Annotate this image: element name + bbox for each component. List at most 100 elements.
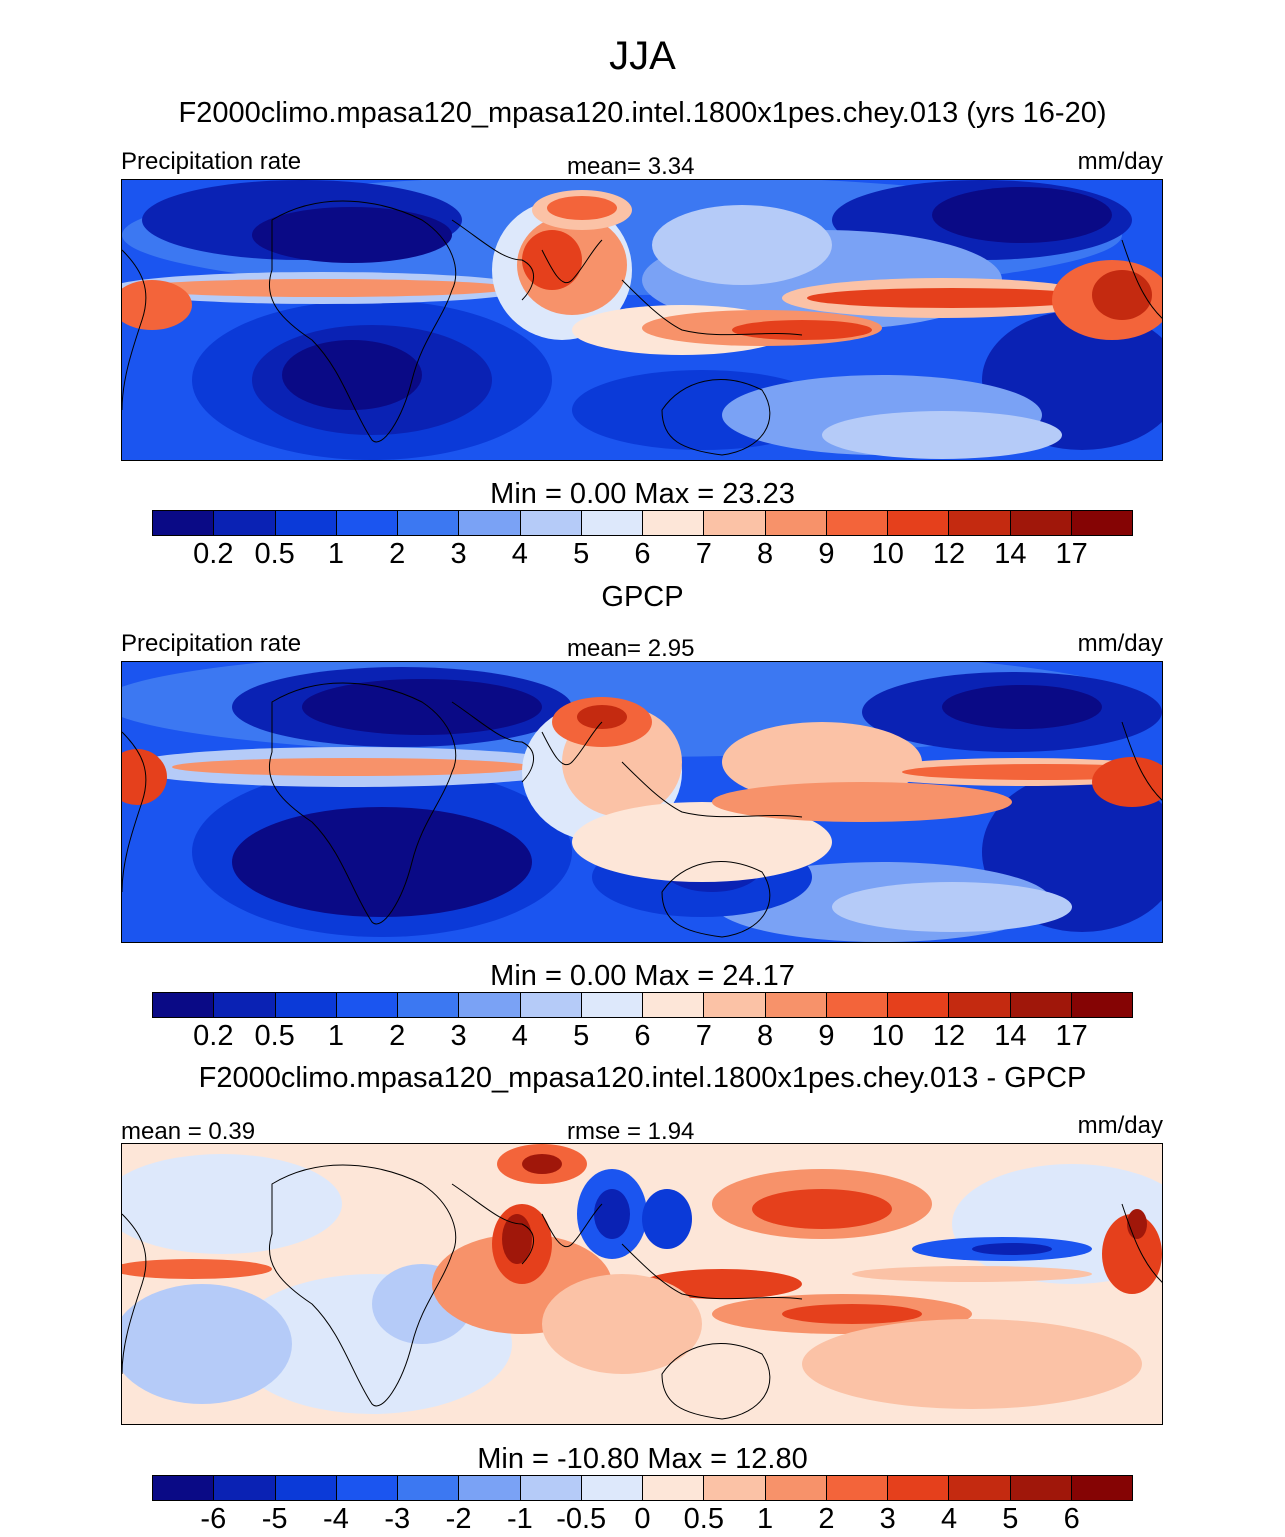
colorbar-box	[1071, 511, 1132, 535]
colorbar-tick-label: -1	[506, 1503, 533, 1535]
colorbar-box	[581, 993, 643, 1017]
panel-2-map-plot	[122, 662, 1162, 942]
colorbar-box	[459, 511, 521, 535]
colorbar-box	[765, 1476, 827, 1500]
panel-3-title: F2000climo.mpasa120_mpasa120.intel.1800x…	[198, 1062, 1087, 1094]
panel-3-map	[121, 1143, 1163, 1425]
colorbar-tick-label: 7	[695, 1020, 712, 1052]
colorbar-tick-label: 0.2	[193, 538, 234, 570]
colorbar-tick-label: -5	[261, 1503, 288, 1535]
colorbar-box	[520, 993, 582, 1017]
colorbar-tick-label: 0	[634, 1503, 651, 1535]
colorbar-box	[459, 1476, 521, 1500]
coastlines	[122, 1164, 1162, 1420]
colorbar-tick-label: 6	[1063, 1503, 1080, 1535]
colorbar-box	[398, 1476, 460, 1500]
colorbar-tick-label: 5	[573, 538, 590, 570]
colorbar-box	[949, 1476, 1011, 1500]
colorbar-tick-label: -2	[445, 1503, 472, 1535]
panel-2-units-label: mm/day	[1077, 630, 1163, 657]
panel-3-colorbar	[152, 1475, 1133, 1501]
colorbar-box	[153, 993, 215, 1017]
colorbar-box	[214, 993, 276, 1017]
colorbar-tick-label: 0.2	[193, 1020, 234, 1052]
colorbar-box	[336, 993, 398, 1017]
panel-1-map	[121, 179, 1163, 461]
colorbar-tick-label: 0.5	[254, 538, 295, 570]
colorbar-box	[949, 993, 1011, 1017]
colorbar-tick-label: 6	[634, 538, 651, 570]
colorbar-tick-label: 5	[573, 1020, 590, 1052]
colorbar-box	[765, 511, 827, 535]
colorbar-box	[704, 1476, 766, 1500]
panel-3-mean-label: mean = 0.39	[121, 1118, 256, 1145]
colorbar-box	[1010, 1476, 1072, 1500]
colorbar-tick-label: 8	[757, 538, 774, 570]
colorbar-box	[704, 993, 766, 1017]
colorbar-tick-label: 2	[818, 1503, 835, 1535]
precip-fields	[122, 180, 1162, 460]
colorbar-box	[1071, 993, 1132, 1017]
colorbar-box	[643, 993, 705, 1017]
panel-1-colorbar	[152, 510, 1133, 536]
colorbar-box	[949, 511, 1011, 535]
panel-2-map	[121, 661, 1163, 943]
colorbar-tick-label: 10	[871, 1020, 904, 1052]
colorbar-box	[214, 1476, 276, 1500]
colorbar-tick-label: 1	[327, 1020, 345, 1052]
panel-3-minmax: Min = -10.80 Max = 12.80	[477, 1443, 808, 1475]
coastlines	[122, 200, 1162, 456]
colorbar-box	[826, 511, 888, 535]
colorbar-tick-label: 0.5	[254, 1020, 295, 1052]
colorbar-tick-label: 17	[1055, 1020, 1088, 1052]
colorbar-box	[153, 511, 215, 535]
colorbar-tick-label: -0.5	[556, 1503, 607, 1535]
colorbar-box	[1010, 993, 1072, 1017]
precip-fields	[122, 662, 1162, 942]
colorbar-box	[888, 511, 950, 535]
colorbar-tick-label: 3	[450, 1020, 467, 1052]
colorbar-tick-label: 10	[871, 538, 904, 570]
panel-2-colorbar	[152, 992, 1133, 1018]
colorbar-box	[459, 993, 521, 1017]
colorbar-box	[704, 511, 766, 535]
colorbar-tick-label: 2	[389, 1020, 406, 1052]
panel-1-variable-label: Precipitation rate	[121, 148, 302, 175]
colorbar-box	[214, 511, 276, 535]
panel-2-minmax: Min = 0.00 Max = 24.17	[490, 960, 795, 992]
panel-2-title: GPCP	[601, 581, 684, 613]
colorbar-tick-label: 3	[450, 538, 467, 570]
figure-title: JJA	[609, 34, 676, 78]
colorbar-tick-label: 6	[634, 1020, 651, 1052]
colorbar-box	[1010, 511, 1072, 535]
colorbar-box	[336, 1476, 398, 1500]
colorbar-tick-label: 4	[940, 1503, 958, 1535]
colorbar-tick-label: 4	[511, 538, 528, 570]
colorbar-box	[520, 511, 582, 535]
colorbar-box	[765, 993, 827, 1017]
colorbar-box	[275, 1476, 337, 1500]
colorbar-tick-label: 3	[879, 1503, 896, 1535]
colorbar-tick-label: 14	[994, 538, 1027, 570]
colorbar-tick-label: 9	[818, 538, 835, 570]
colorbar-tick-label: 12	[932, 538, 966, 570]
colorbar-tick-label: 5	[1002, 1503, 1019, 1535]
colorbar-box	[398, 511, 460, 535]
panel-3-rmse-label: rmse = 1.94	[567, 1118, 695, 1145]
panel-1-mean-label: mean= 3.34	[567, 153, 695, 180]
colorbar-tick-label: 12	[932, 1020, 966, 1052]
colorbar-box	[336, 511, 398, 535]
panel-2-mean-label: mean= 2.95	[567, 635, 695, 662]
colorbar-box	[826, 1476, 888, 1500]
colorbar-tick-label: -6	[200, 1503, 227, 1535]
colorbar-box	[153, 1476, 215, 1500]
colorbar-tick-label: 7	[695, 538, 712, 570]
colorbar-tick-label: 2	[389, 538, 406, 570]
colorbar-tick-label: 1	[327, 538, 345, 570]
colorbar-tick-label: 8	[757, 1020, 774, 1052]
colorbar-tick-label: 4	[511, 1020, 528, 1052]
panel-2-variable-label: Precipitation rate	[121, 630, 302, 657]
colorbar-box	[643, 511, 705, 535]
colorbar-box	[275, 993, 337, 1017]
colorbar-box	[888, 1476, 950, 1500]
